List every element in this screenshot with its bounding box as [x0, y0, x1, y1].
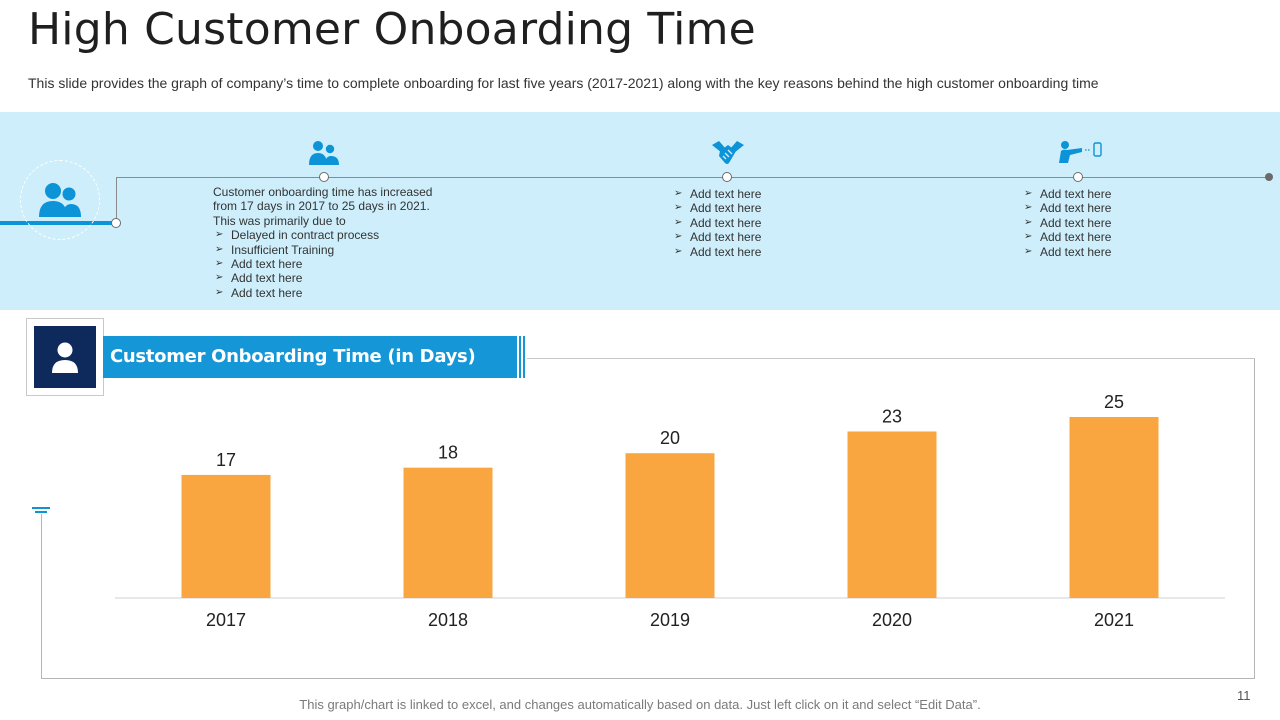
main-users-badge — [20, 160, 100, 240]
stage-1-text: Customer onboarding time has increased f… — [213, 185, 453, 301]
frame-marker — [32, 507, 50, 509]
bar-2018[interactable] — [403, 467, 493, 598]
timeline-dot-1 — [319, 172, 329, 182]
bar-2020[interactable] — [847, 431, 937, 598]
x-tick-label-2019: 2019 — [650, 610, 690, 630]
x-tick-label-2018: 2018 — [428, 610, 468, 630]
slide-subtitle: This slide provides the graph of company… — [28, 75, 1099, 91]
data-label-2019: 20 — [660, 428, 680, 448]
data-label-2017: 17 — [216, 450, 236, 470]
bar-2017[interactable] — [181, 474, 271, 598]
data-label-2021: 25 — [1104, 392, 1124, 412]
data-label-2018: 18 — [438, 443, 458, 463]
x-tick-label-2021: 2021 — [1094, 610, 1134, 630]
chart-title-stripes — [515, 336, 527, 378]
timeline-connector — [116, 177, 117, 223]
list-item: Add text here — [1022, 187, 1162, 202]
users-icon — [39, 183, 81, 217]
timeline-line — [116, 177, 1268, 178]
chart-frame — [41, 358, 1255, 679]
timeline-start-dot — [111, 218, 121, 228]
timeline-end-dot — [1265, 173, 1273, 181]
timeline-dot-2 — [722, 172, 732, 182]
stage-1-list: Delayed in contract process Insufficient… — [213, 228, 453, 300]
list-item: Add text here — [672, 216, 812, 231]
x-tick-label-2017: 2017 — [206, 610, 246, 630]
stage-3-text: Add text here Add text here Add text her… — [1022, 187, 1162, 259]
stage-2-list: Add text here Add text here Add text her… — [672, 187, 812, 259]
list-item: Delayed in contract process — [213, 228, 453, 243]
footer-note: This graph/chart is linked to excel, and… — [299, 697, 981, 712]
person-phone-icon — [1059, 141, 1102, 163]
avatar — [26, 318, 104, 396]
list-item: Add text here — [1022, 216, 1162, 231]
list-item: Add text here — [672, 201, 812, 216]
stage-1-intro: Customer onboarding time has increased f… — [213, 185, 433, 228]
bars-layer: 17 2017 18 2018 20 2019 23 2020 25 2021 — [181, 392, 1159, 630]
stage-3-list: Add text here Add text here Add text her… — [1022, 187, 1162, 259]
chart-frame-left-edge — [41, 514, 42, 678]
data-label-2020: 23 — [882, 406, 902, 426]
list-item: Add text here — [1022, 230, 1162, 245]
list-item: Add text here — [672, 187, 812, 202]
bar-2019[interactable] — [625, 453, 715, 598]
timeline-dot-3 — [1073, 172, 1083, 182]
chart-title: Customer Onboarding Time (in Days) — [103, 336, 515, 378]
page-number: 11 — [1237, 688, 1251, 703]
handshake-icon — [712, 141, 744, 164]
list-item: Add text here — [1022, 245, 1162, 260]
stage-2-text: Add text here Add text here Add text her… — [672, 187, 812, 259]
list-item: Add text here — [213, 271, 453, 286]
avatar-background — [34, 326, 96, 388]
list-item: Add text here — [672, 230, 812, 245]
slide-title: High Customer Onboarding Time — [28, 4, 756, 55]
list-item: Add text here — [213, 257, 453, 272]
user-icon — [52, 342, 78, 373]
frame-marker — [35, 511, 47, 513]
x-tick-label-2020: 2020 — [872, 610, 912, 630]
users-icon — [309, 141, 339, 165]
list-item: Add text here — [1022, 201, 1162, 216]
list-item: Insufficient Training — [213, 243, 453, 258]
list-item: Add text here — [213, 286, 453, 301]
list-item: Add text here — [672, 245, 812, 260]
bar-2021[interactable] — [1069, 417, 1159, 598]
